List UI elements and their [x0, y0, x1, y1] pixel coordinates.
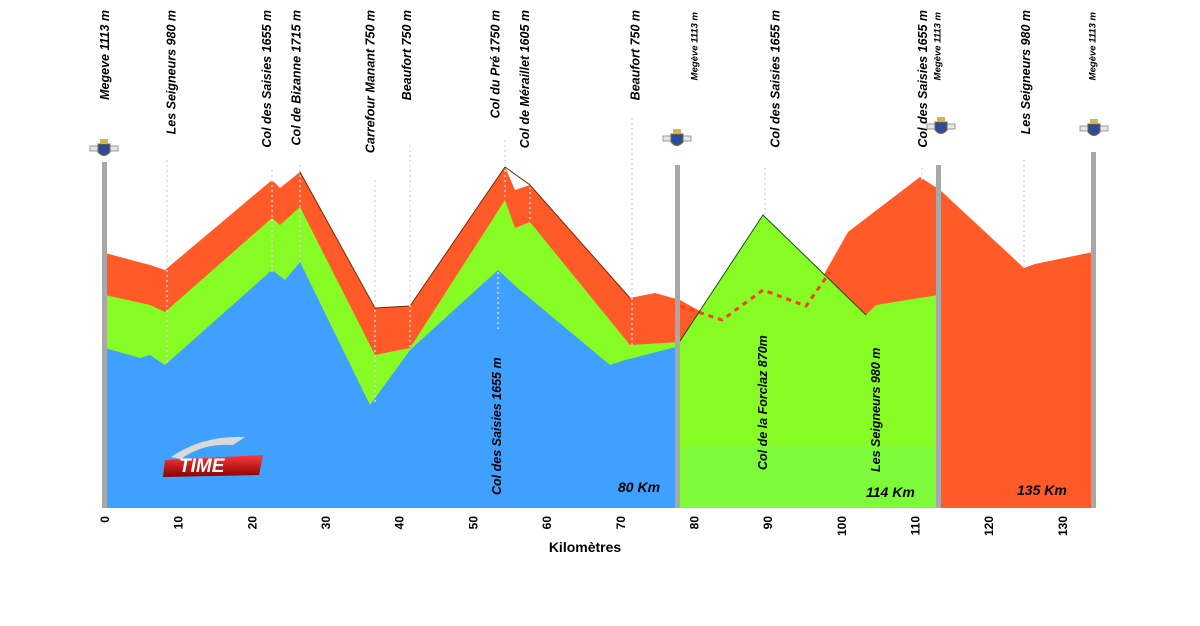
inner-pass-label: Col des Saisies 1655 m: [490, 357, 504, 495]
pass-label: Col des Saisies 1655 m: [260, 10, 274, 148]
pole-start: [102, 162, 107, 508]
inner-pass-label: Les Seigneurs 980 m: [869, 348, 883, 472]
distance-label-80km: 80 Km: [618, 479, 660, 495]
forclaz-dashed-line: [679, 271, 832, 322]
x-tick-label: 100: [835, 516, 849, 536]
crest-icon: [89, 139, 119, 156]
inner-labels: Col des Saisies 1655 m Col de la Forclaz …: [490, 335, 883, 495]
pass-label: Megève 1113 m: [933, 11, 944, 80]
x-tick-label: 120: [982, 516, 996, 536]
x-axis: 0 10 20 30 40 50 60 70 80 90 100 110 120 130: [98, 516, 1070, 536]
megeve-crests: [89, 117, 1109, 156]
inner-pass-label: Col de la Forclaz 870m: [756, 335, 770, 470]
pass-label: Les Seigneurs 980 m: [1019, 10, 1033, 134]
x-tick-label: 70: [614, 516, 628, 530]
crest-icon: [1079, 119, 1109, 136]
x-tick-label: 20: [245, 516, 259, 530]
guide-lines: [166, 118, 1025, 405]
crest-icon: [926, 117, 956, 134]
distance-label-135km: 135 Km: [1017, 482, 1067, 498]
pass-label: Col de Méraillet 1605 m: [518, 10, 532, 148]
x-tick-label: 10: [172, 516, 186, 530]
profile-outline: [675, 214, 867, 348]
pole-114km: [936, 165, 941, 508]
profile-outline-2: [299, 166, 631, 309]
pass-label: Beaufort 750 m: [400, 10, 414, 100]
x-tick-label: 0: [98, 516, 112, 523]
pass-label: Col de Bizanne 1715 m: [290, 10, 304, 145]
pass-label: Megève 1113 m: [1087, 11, 1098, 80]
area-80km: [105, 262, 676, 508]
pass-annotations: Megeve 1113 m Les Seigneurs 980 m Col des …: [98, 10, 1098, 153]
pole-80km: [675, 165, 680, 508]
pass-label: Col du Pré 1750 m: [489, 10, 503, 118]
pass-label: Megeve 1113 m: [98, 10, 112, 100]
x-tick-label: 60: [540, 516, 554, 530]
x-tick-label: 50: [466, 516, 480, 530]
area-114km-lower: [678, 446, 938, 508]
x-tick-label: 110: [909, 516, 923, 536]
x-tick-label: 40: [393, 516, 407, 530]
pass-label: Col des Saisies 1655 m: [916, 10, 930, 148]
pass-label: Megève 1113 m: [689, 11, 700, 80]
logo-text: TIME: [179, 456, 226, 477]
pole-135km: [1091, 152, 1096, 508]
pass-label: Les Seigneurs 980 m: [164, 10, 178, 134]
x-tick-label: 30: [319, 516, 333, 530]
x-tick-label: 90: [761, 516, 775, 530]
stage-areas: [105, 166, 1093, 508]
distance-label-114km: 114 Km: [866, 484, 915, 500]
x-tick-label: 80: [687, 516, 701, 530]
pass-label: Carrefour Manant 750 m: [363, 10, 377, 153]
finish-poles: [102, 152, 1096, 508]
x-tick-label: 130: [1056, 516, 1070, 536]
time-logo: TIME: [163, 436, 263, 477]
x-axis-title: Kilomètres: [549, 539, 622, 555]
pass-label: Col des Saisies 1655 m: [769, 10, 783, 148]
pass-label: Beaufort 750 m: [629, 10, 643, 100]
crest-icon: [662, 129, 692, 146]
